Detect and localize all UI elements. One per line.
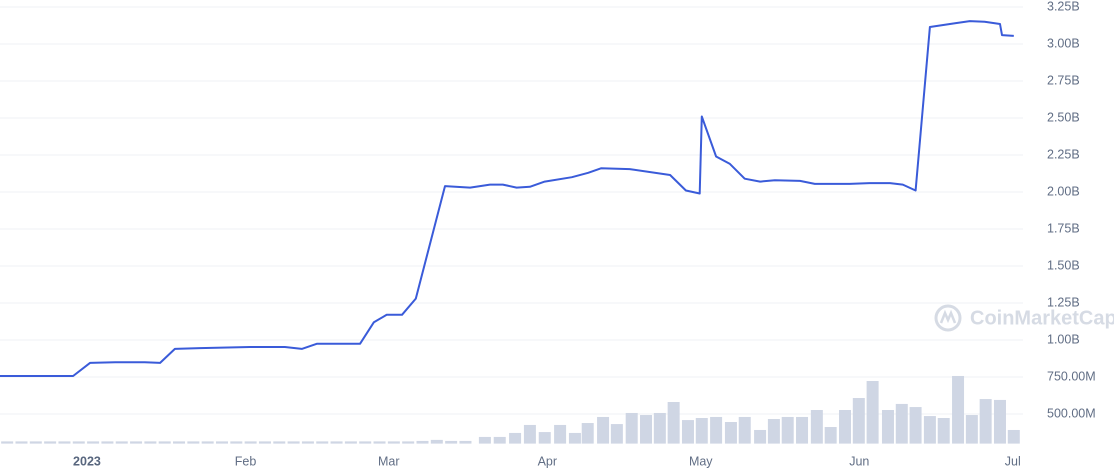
volume-bar <box>29 441 42 444</box>
y-tick-label: 2.50B <box>1047 110 1080 124</box>
volume-bar <box>640 415 653 444</box>
y-tick-label: 1.75B <box>1047 221 1080 235</box>
volume-bar <box>478 436 491 444</box>
volume-bar <box>258 441 271 444</box>
volume-bar <box>158 441 171 444</box>
volume-bar <box>824 427 837 444</box>
volume-bar <box>509 432 522 444</box>
volume-bar <box>459 440 472 444</box>
volume-bar <box>58 441 71 444</box>
volume-bar <box>130 441 143 444</box>
y-tick-label: 2.75B <box>1047 73 1080 87</box>
watermark-logo-mark <box>939 309 957 324</box>
volume-bar <box>581 423 594 444</box>
volume-bar <box>173 441 186 444</box>
volume-bar <box>667 402 680 444</box>
volume-bar <box>681 420 694 444</box>
volume-bar <box>402 441 415 444</box>
y-tick-label: 750.00M <box>1047 369 1096 383</box>
volume-bar <box>738 416 751 444</box>
volume-bar <box>895 403 908 444</box>
volume-bar <box>724 421 737 444</box>
volume-bar <box>695 417 708 444</box>
volume-bar <box>767 419 780 444</box>
volume-bar <box>44 441 57 444</box>
volume-bar <box>909 407 922 444</box>
volume-bar <box>72 441 85 444</box>
volume-bar <box>273 441 286 444</box>
volume-bar <box>316 441 329 444</box>
volume-bar <box>430 439 443 444</box>
volume-bar <box>387 441 400 444</box>
volume-bar <box>144 441 157 444</box>
volume-bar <box>1007 429 1020 444</box>
volume-bar <box>87 441 100 444</box>
volume-bar <box>416 440 429 444</box>
volume-bar <box>653 412 666 444</box>
volume-bar <box>838 410 851 444</box>
volume-bar <box>866 380 879 444</box>
watermark-text: CoinMarketCap <box>970 307 1114 329</box>
volume-bar <box>597 416 610 444</box>
y-tick-label: 1.00B <box>1047 332 1080 346</box>
y-tick-label: 1.25B <box>1047 295 1080 309</box>
volume-bar <box>952 375 965 444</box>
volume-bar <box>852 398 865 444</box>
volume-bar <box>568 432 581 444</box>
volume-bar <box>796 416 809 444</box>
volume-bar <box>993 399 1006 444</box>
x-tick-label: Apr <box>538 454 557 468</box>
volume-bar <box>881 410 894 444</box>
volume-bar <box>230 441 243 444</box>
x-tick-label: 2023 <box>73 454 101 468</box>
y-tick-label: 2.00B <box>1047 184 1080 198</box>
volume-bar <box>287 441 300 444</box>
y-tick-label: 1.50B <box>1047 258 1080 272</box>
volume-bar <box>923 416 936 444</box>
volume-bar <box>781 416 794 444</box>
volume-bar <box>538 432 551 444</box>
x-tick-label: Feb <box>235 454 257 468</box>
volume-bar <box>965 415 978 444</box>
volume-bar <box>344 441 357 444</box>
x-tick-label: May <box>689 454 713 468</box>
volume-bar <box>445 440 458 444</box>
volume-bar <box>187 441 200 444</box>
volume-bar <box>330 441 343 444</box>
volume-bar <box>979 399 992 444</box>
volume-bar <box>810 410 823 444</box>
y-tick-label: 2.25B <box>1047 147 1080 161</box>
watermark: CoinMarketCap <box>934 304 1114 332</box>
x-tick-label: Jul <box>1005 454 1021 468</box>
volume-bar <box>244 441 257 444</box>
volume-bar <box>115 441 128 444</box>
volume-bar <box>937 417 950 444</box>
y-tick-label: 3.25B <box>1047 0 1080 13</box>
volume-bar <box>523 424 536 444</box>
watermark-logo <box>934 304 962 332</box>
volume-bar <box>373 441 386 444</box>
price-line <box>0 20 1014 377</box>
volume-bar <box>1 441 14 444</box>
volume-bar <box>301 441 314 444</box>
volume-bar <box>15 441 28 444</box>
grid <box>0 6 1023 415</box>
volume-bar <box>101 441 114 444</box>
volume-bar <box>215 441 228 444</box>
x-tick-label: Mar <box>378 454 400 468</box>
volume-bar <box>610 424 623 444</box>
x-tick-label: Jun <box>849 454 869 468</box>
y-tick-label: 3.00B <box>1047 36 1080 50</box>
volume-bar <box>359 441 372 444</box>
volume-bar <box>710 416 723 444</box>
volume-bar <box>201 441 214 444</box>
volume-bar <box>754 429 767 444</box>
volume-bar <box>625 412 638 444</box>
y-tick-label: 500.00M <box>1047 406 1096 420</box>
volume-bar <box>493 436 506 444</box>
volume-bar <box>554 424 567 444</box>
